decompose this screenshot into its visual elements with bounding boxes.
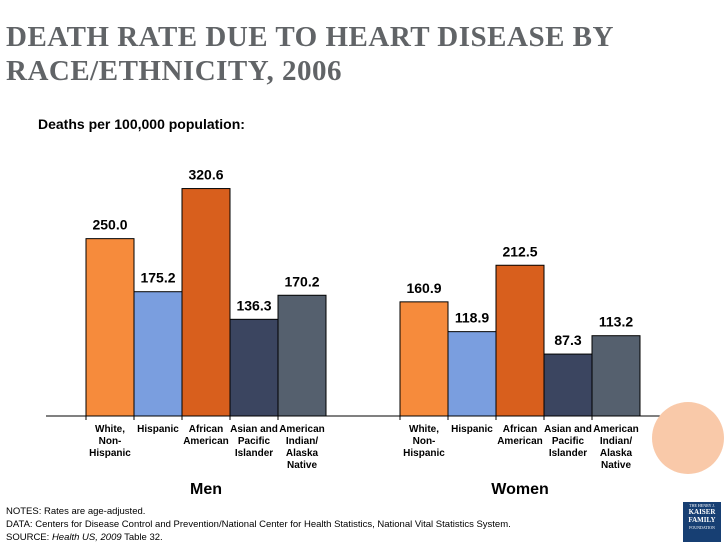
tick-label: Pacific	[552, 436, 585, 447]
data-label: 160.9	[406, 280, 441, 296]
source-suffix: Table 32.	[121, 532, 163, 543]
tick-label: African	[189, 424, 223, 435]
bar-women-4	[591, 335, 641, 417]
tick-label: Islander	[235, 448, 273, 459]
tick-label: American	[593, 424, 639, 435]
tick-label: Non-	[413, 436, 436, 447]
notes-text: NOTES: Rates are age-adjusted.	[6, 506, 146, 517]
tick-label: Native	[601, 460, 631, 471]
data-label: 113.2	[599, 314, 633, 330]
bar-men-0	[85, 238, 135, 417]
tick-label: Alaska	[600, 448, 633, 459]
tick-label: White,	[409, 424, 439, 435]
logo-kaiser-text: KAISER	[688, 508, 716, 516]
tick-label: American	[183, 436, 229, 447]
bar-men-1	[133, 291, 183, 417]
data-label: 212.5	[502, 243, 537, 259]
logo-top-text: THE HENRY J.	[689, 503, 715, 508]
tick-label: White,	[95, 424, 125, 435]
data-label: 175.2	[140, 270, 175, 286]
data-label: 320.6	[188, 167, 223, 183]
logo-foundation-text: FOUNDATION	[689, 525, 715, 530]
kff-logo[interactable]: THE HENRY J. KAISER FAMILY FOUNDATION	[683, 502, 721, 542]
data-label: 87.3	[554, 332, 581, 348]
tick-label: Non-	[99, 436, 122, 447]
source-title: Health US, 2009	[51, 532, 122, 543]
data-label: 118.9	[455, 310, 489, 326]
tick-label: American	[279, 424, 325, 435]
decorative-circle	[652, 402, 724, 474]
bar-women-0	[399, 301, 449, 417]
data-label: 136.3	[236, 297, 271, 313]
tick-label: Hispanic	[137, 424, 179, 435]
logo-family-text: FAMILY	[688, 516, 716, 524]
tick-label: Asian and	[230, 424, 278, 435]
tick-label: Hispanic	[89, 448, 131, 459]
source-prefix: SOURCE:	[6, 532, 52, 543]
tick-label: Pacific	[238, 436, 271, 447]
bar-men-4	[277, 294, 327, 417]
tick-label: Native	[287, 460, 317, 471]
bar-men-2	[181, 188, 231, 417]
tick-label: Hispanic	[451, 424, 493, 435]
data-label: 250.0	[92, 217, 127, 233]
group-label: Men	[190, 481, 222, 498]
tick-label: African	[503, 424, 537, 435]
tick-label: Alaska	[286, 448, 319, 459]
tick-label: Asian and	[544, 424, 592, 435]
bar-women-2	[495, 264, 545, 417]
data-label: 170.2	[284, 273, 319, 289]
source-text: SOURCE: Health US, 2009 Table 32.	[6, 531, 163, 544]
data-text: DATA: Centers for Disease Control and Pr…	[6, 519, 511, 530]
bar-women-1	[447, 331, 497, 417]
slide-title: DEATH RATE DUE TO HEART DISEASE BY RACE/…	[6, 21, 613, 87]
tick-label: American	[497, 436, 543, 447]
bar-women-3	[543, 353, 593, 417]
tick-label: Indian/	[600, 436, 632, 447]
tick-label: Indian/	[286, 436, 318, 447]
group-label: Women	[491, 481, 548, 498]
tick-label: Islander	[549, 448, 587, 459]
bar-men-3	[229, 318, 279, 417]
chart-subtitle: Deaths per 100,000 population:	[38, 116, 245, 132]
tick-label: Hispanic	[403, 448, 445, 459]
